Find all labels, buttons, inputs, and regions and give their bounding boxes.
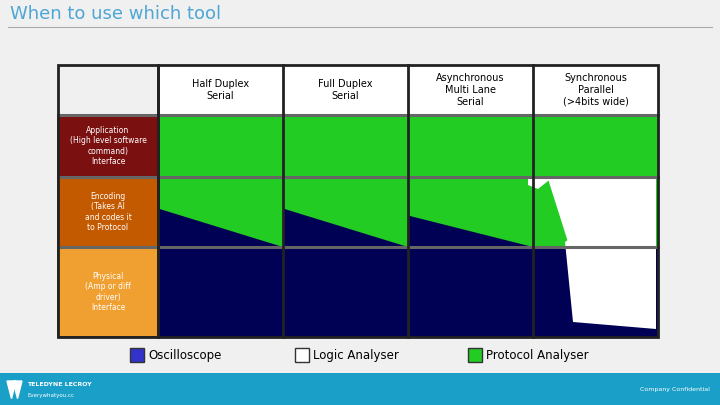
Bar [0, 373, 720, 405]
Bar [158, 115, 658, 337]
Polygon shape [158, 247, 283, 337]
Polygon shape [548, 179, 656, 242]
Text: Oscilloscope: Oscilloscope [148, 348, 221, 362]
Polygon shape [565, 179, 656, 329]
Polygon shape [283, 209, 408, 247]
Text: Company Confidential: Company Confidential [640, 386, 710, 392]
Text: Application
(High level software
command)
Interface: Application (High level software command… [70, 126, 146, 166]
Text: When to use which tool: When to use which tool [10, 5, 221, 23]
Text: Physical
(Amp or diff
driver)
Interface: Physical (Amp or diff driver) Interface [85, 272, 131, 312]
Polygon shape [158, 209, 283, 247]
Text: Asynchronous
Multi Lane
Serial: Asynchronous Multi Lane Serial [436, 73, 505, 107]
Text: Encoding
(Takes AI
and codes it
to Protocol: Encoding (Takes AI and codes it to Proto… [84, 192, 132, 232]
Polygon shape [408, 247, 533, 337]
Polygon shape [7, 381, 16, 399]
Polygon shape [528, 177, 553, 189]
Text: Full Duplex
Serial: Full Duplex Serial [318, 79, 373, 101]
Bar [58, 65, 158, 337]
Bar [468, 348, 482, 362]
Text: Protocol Analyser: Protocol Analyser [486, 348, 589, 362]
Text: Half Duplex
Serial: Half Duplex Serial [192, 79, 249, 101]
Bar [158, 65, 658, 115]
Text: Logic Analyser: Logic Analyser [313, 348, 399, 362]
Text: Synchronous
Parallel
(>4bits wide): Synchronous Parallel (>4bits wide) [562, 73, 629, 107]
Bar [158, 65, 658, 337]
Polygon shape [533, 247, 658, 337]
Polygon shape [408, 215, 533, 247]
Bar [58, 115, 158, 177]
Polygon shape [13, 381, 22, 399]
Text: TELEDYNE LECROY: TELEDYNE LECROY [27, 382, 91, 387]
Text: Everywhatyou.cc: Everywhatyou.cc [27, 393, 74, 398]
Bar [58, 177, 158, 247]
Bar [58, 247, 158, 337]
Bar [295, 348, 309, 362]
Bar [130, 348, 144, 362]
Polygon shape [283, 247, 408, 337]
